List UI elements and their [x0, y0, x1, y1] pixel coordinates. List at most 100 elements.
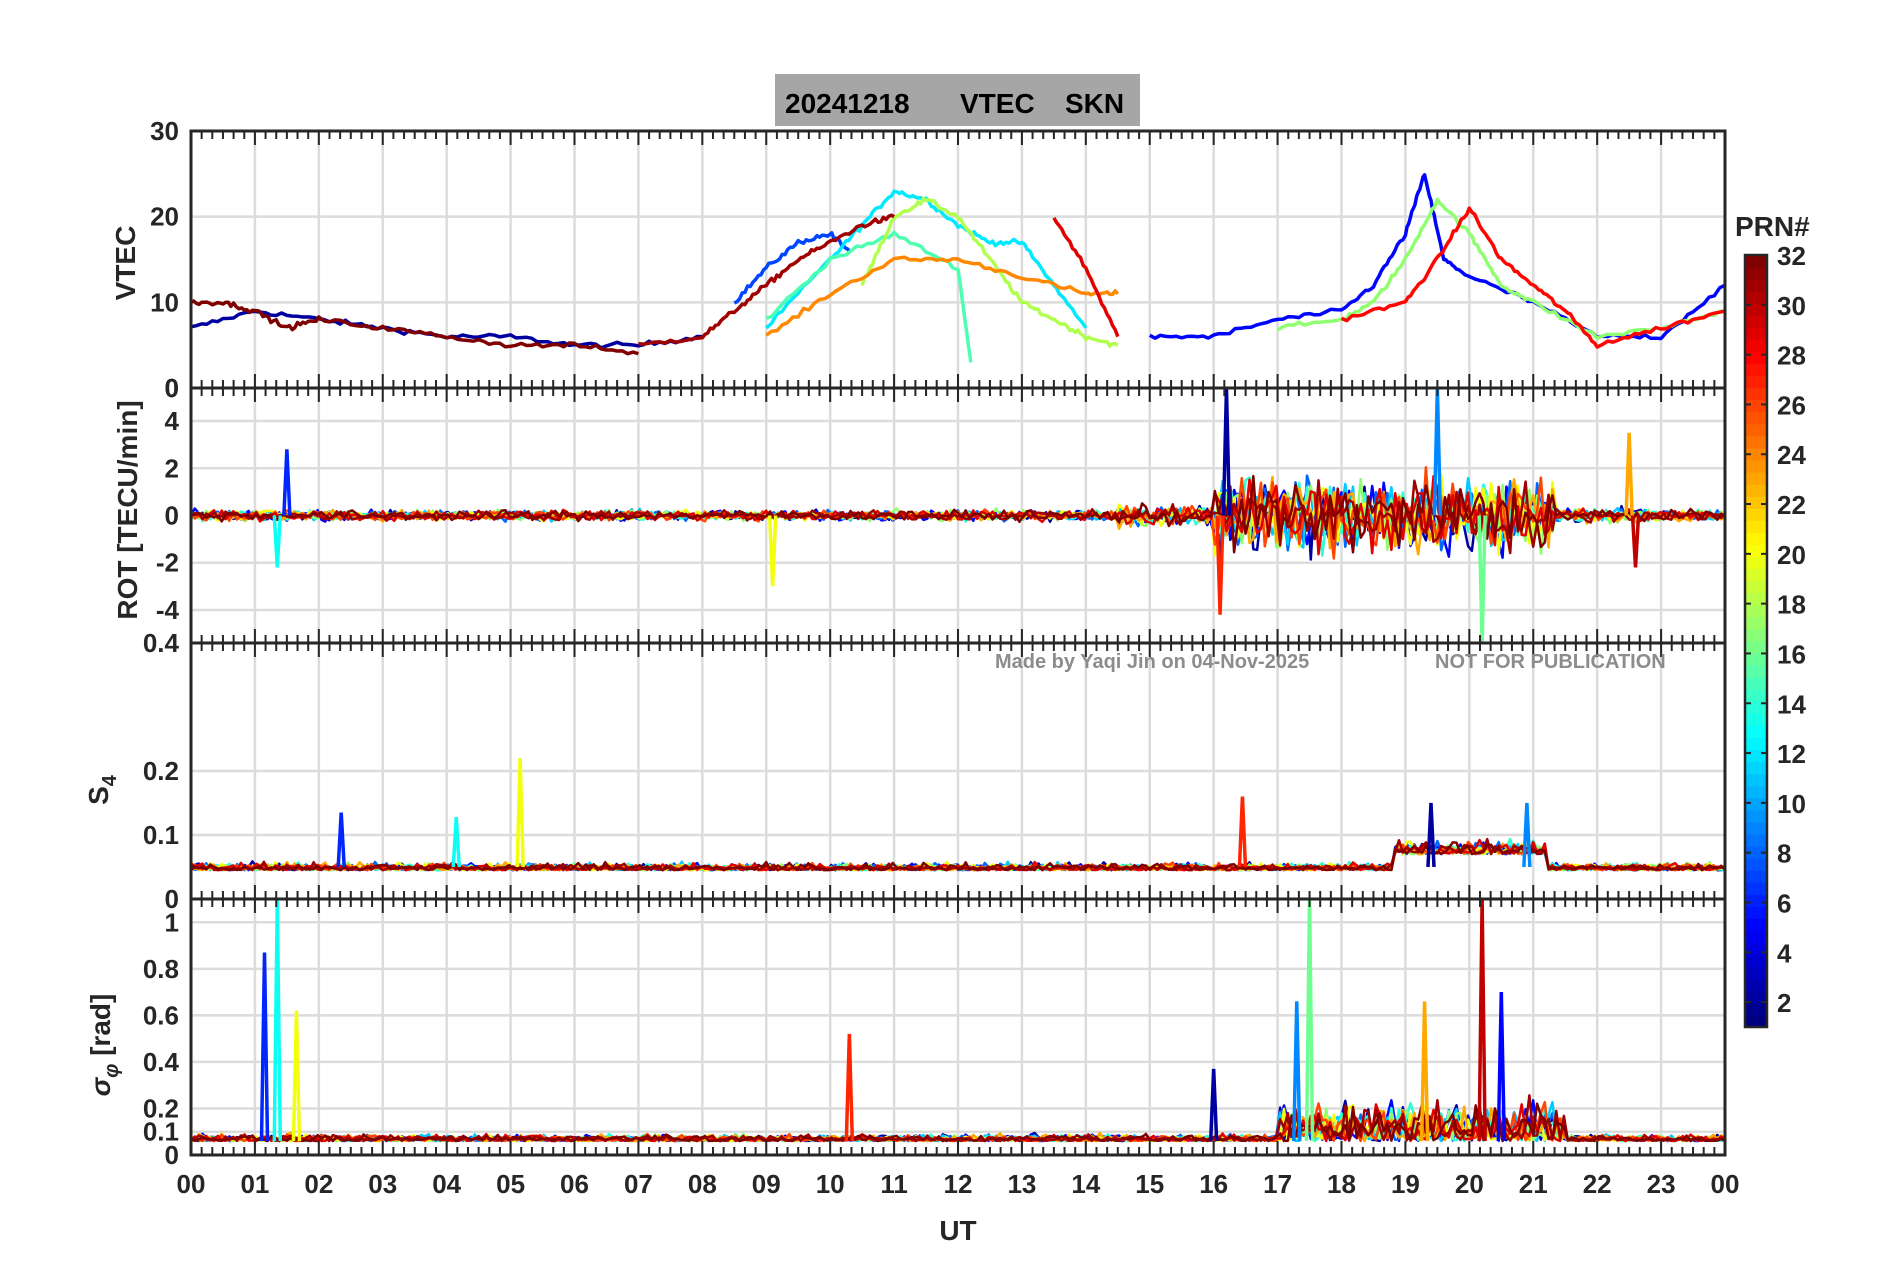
colorbar-tick-label: 28 — [1777, 341, 1806, 371]
colorbar-segment — [1745, 544, 1767, 558]
peak-spike — [272, 899, 283, 1142]
peak-spike — [1496, 992, 1507, 1142]
x-tick-label: 19 — [1391, 1169, 1420, 1199]
colorbar-segment — [1745, 990, 1767, 1004]
colorbar-frame — [1743, 253, 1769, 1029]
colorbar-segment — [1745, 508, 1767, 521]
colorbar-segment — [1745, 520, 1767, 533]
colorbar-segment — [1745, 580, 1767, 594]
panel-sigma_phi: 00.10.2 0.4 0.6 0.8 1 — [143, 897, 1727, 1170]
x-tick-label: 10 — [816, 1169, 845, 1199]
x-tick-labels: 00 01 02 03 04 05 06 07 08 09 10 11 12 13 14 15 16 17 18 19… — [177, 1169, 1740, 1199]
title-background — [775, 74, 1140, 126]
colorbar-segment — [1745, 918, 1767, 931]
colorbar-label: PRN# — [1735, 211, 1810, 242]
colorbar-tick-label: 24 — [1777, 440, 1806, 470]
peak-spike — [336, 812, 346, 868]
colorbar-tick-label: 12 — [1777, 739, 1806, 769]
colorbar-tick-label: 6 — [1777, 888, 1791, 918]
vtec-trace — [1276, 197, 1725, 341]
colorbar-tick-label: 26 — [1777, 390, 1806, 420]
colorbar-segment — [1745, 894, 1767, 907]
x-tick-label: 05 — [496, 1169, 525, 1199]
vtec-trace — [860, 196, 1119, 348]
peak-spike — [844, 1033, 855, 1142]
colorbar-segment — [1745, 255, 1767, 268]
y-tick-label: 20 — [150, 202, 179, 232]
panel-s4: 0 0.1 0.2 0.4 — [143, 628, 1727, 914]
x-tick-label: 09 — [752, 1169, 781, 1199]
y-tick-label: 0.4 — [143, 1047, 180, 1077]
x-tick-label: 13 — [1007, 1169, 1036, 1199]
colorbar-segment — [1745, 773, 1767, 787]
colorbar-segment — [1745, 749, 1767, 763]
x-tick-label: 12 — [944, 1169, 973, 1199]
peak-spike — [1624, 432, 1634, 516]
y-tick-label: 0.1 — [143, 1117, 179, 1147]
peak-spike — [291, 1010, 302, 1142]
peak-spike — [1477, 515, 1487, 643]
colorbar-segment — [1745, 737, 1767, 751]
x-tick-label: 15 — [1135, 1169, 1164, 1199]
colorbar-segment — [1745, 399, 1767, 413]
y-tick-label: 0.2 — [143, 756, 179, 786]
peak-spike — [272, 515, 283, 568]
colorbar-segment — [1745, 641, 1767, 654]
colorbar-segment — [1745, 279, 1767, 292]
x-axis-label: UT — [939, 1215, 976, 1246]
y-tick-label: 10 — [150, 287, 179, 317]
colorbar-tick-label: 16 — [1777, 639, 1806, 669]
colorbar-segment — [1745, 327, 1767, 340]
colorbar-segment — [1745, 556, 1767, 570]
peak-spike — [1419, 1001, 1430, 1142]
svg-text:S4: S4 — [83, 774, 121, 805]
vtec-trace — [638, 213, 895, 346]
peak-spike — [767, 515, 778, 587]
colorbar-segment — [1745, 351, 1767, 365]
x-tick-label: 16 — [1199, 1169, 1228, 1199]
colorbar-segment — [1745, 1014, 1767, 1028]
y-tick-label: 0 — [165, 1140, 179, 1170]
colorbar-segment — [1745, 821, 1767, 835]
y-tick-label: 0 — [165, 884, 179, 914]
colorbar-segment — [1745, 532, 1767, 545]
s4-trace — [191, 841, 1725, 872]
colorbar-segment — [1745, 339, 1767, 352]
rot-trace — [191, 479, 1725, 555]
colorbar-segment — [1745, 809, 1767, 823]
vtec-trace — [765, 230, 973, 363]
peak-spike — [515, 758, 525, 868]
figure-title: 20241218 VTEC SKN — [775, 74, 1140, 126]
y-tick-label: 0 — [165, 373, 179, 403]
colorbar-segment — [1745, 785, 1767, 799]
y-tick-label: -2 — [156, 548, 179, 578]
vtec-axis-label: VTEC — [110, 226, 141, 301]
x-tick-label: 18 — [1327, 1169, 1356, 1199]
peak-spike — [259, 952, 270, 1142]
colorbar-segment — [1745, 797, 1767, 811]
y-tick-label-top: 0 — [165, 373, 179, 403]
s4-axis-label: S4 — [83, 774, 121, 805]
colorbar-segment — [1745, 411, 1767, 425]
colorbar-segment — [1745, 689, 1767, 702]
colorbar-segment — [1745, 460, 1767, 473]
y-tick-label: 0.6 — [143, 1000, 179, 1030]
colorbar-segment — [1745, 484, 1767, 497]
peak-spike — [1215, 515, 1225, 615]
colorbar-segment — [1745, 858, 1767, 871]
colorbar-segment — [1745, 1002, 1767, 1016]
rot-axis-label: ROT [TECU/min] — [112, 400, 143, 619]
rot-trace — [191, 474, 1725, 554]
peak-spike — [1304, 899, 1315, 1142]
sigma-phi-axis-label: σφ [rad] — [85, 994, 123, 1097]
colorbar-segment — [1745, 677, 1767, 690]
colorbar-segment — [1745, 496, 1767, 509]
colorbar-segment — [1745, 725, 1767, 738]
x-tick-label: 11 — [880, 1169, 908, 1199]
x-tick-label: 02 — [304, 1169, 333, 1199]
colorbar-segment — [1745, 978, 1767, 992]
sigma_phi-trace — [191, 1102, 1725, 1143]
x-tick-label: 23 — [1647, 1169, 1676, 1199]
